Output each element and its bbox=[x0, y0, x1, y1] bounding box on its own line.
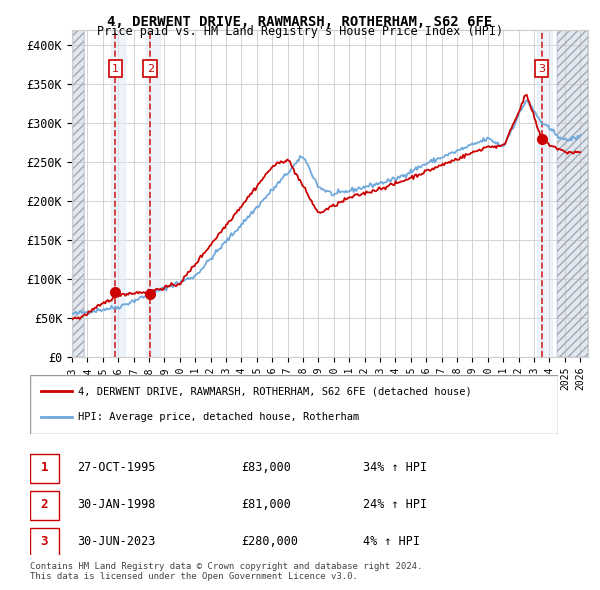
Text: 2: 2 bbox=[41, 497, 48, 511]
FancyBboxPatch shape bbox=[30, 375, 558, 434]
Text: 34% ↑ HPI: 34% ↑ HPI bbox=[362, 461, 427, 474]
Text: 27-OCT-1995: 27-OCT-1995 bbox=[77, 461, 156, 474]
Bar bbox=[557, 30, 588, 357]
Bar bbox=[72, 30, 83, 357]
FancyBboxPatch shape bbox=[30, 527, 59, 557]
Bar bbox=[72, 30, 83, 357]
Text: 30-JUN-2023: 30-JUN-2023 bbox=[77, 535, 156, 548]
Text: £83,000: £83,000 bbox=[241, 461, 291, 474]
Text: 2: 2 bbox=[146, 64, 154, 74]
Bar bbox=[537, 30, 551, 357]
Text: 3: 3 bbox=[41, 535, 48, 548]
Text: Price paid vs. HM Land Registry's House Price Index (HPI): Price paid vs. HM Land Registry's House … bbox=[97, 25, 503, 38]
Text: 30-JAN-1998: 30-JAN-1998 bbox=[77, 497, 156, 511]
Text: 4, DERWENT DRIVE, RAWMARSH, ROTHERHAM, S62 6FE: 4, DERWENT DRIVE, RAWMARSH, ROTHERHAM, S… bbox=[107, 15, 493, 29]
Bar bbox=[111, 30, 125, 357]
Text: 4, DERWENT DRIVE, RAWMARSH, ROTHERHAM, S62 6FE (detached house): 4, DERWENT DRIVE, RAWMARSH, ROTHERHAM, S… bbox=[77, 386, 471, 396]
Text: Contains HM Land Registry data © Crown copyright and database right 2024.
This d: Contains HM Land Registry data © Crown c… bbox=[30, 562, 422, 581]
Text: £280,000: £280,000 bbox=[241, 535, 298, 548]
Bar bbox=[146, 30, 160, 357]
FancyBboxPatch shape bbox=[30, 454, 59, 483]
Text: HPI: Average price, detached house, Rotherham: HPI: Average price, detached house, Roth… bbox=[77, 412, 359, 422]
FancyBboxPatch shape bbox=[30, 491, 59, 520]
Bar bbox=[557, 30, 588, 357]
Text: 1: 1 bbox=[112, 64, 119, 74]
Text: 24% ↑ HPI: 24% ↑ HPI bbox=[362, 497, 427, 511]
Text: 4% ↑ HPI: 4% ↑ HPI bbox=[362, 535, 419, 548]
Text: 3: 3 bbox=[538, 64, 545, 74]
Text: 1: 1 bbox=[41, 461, 48, 474]
Text: £81,000: £81,000 bbox=[241, 497, 291, 511]
